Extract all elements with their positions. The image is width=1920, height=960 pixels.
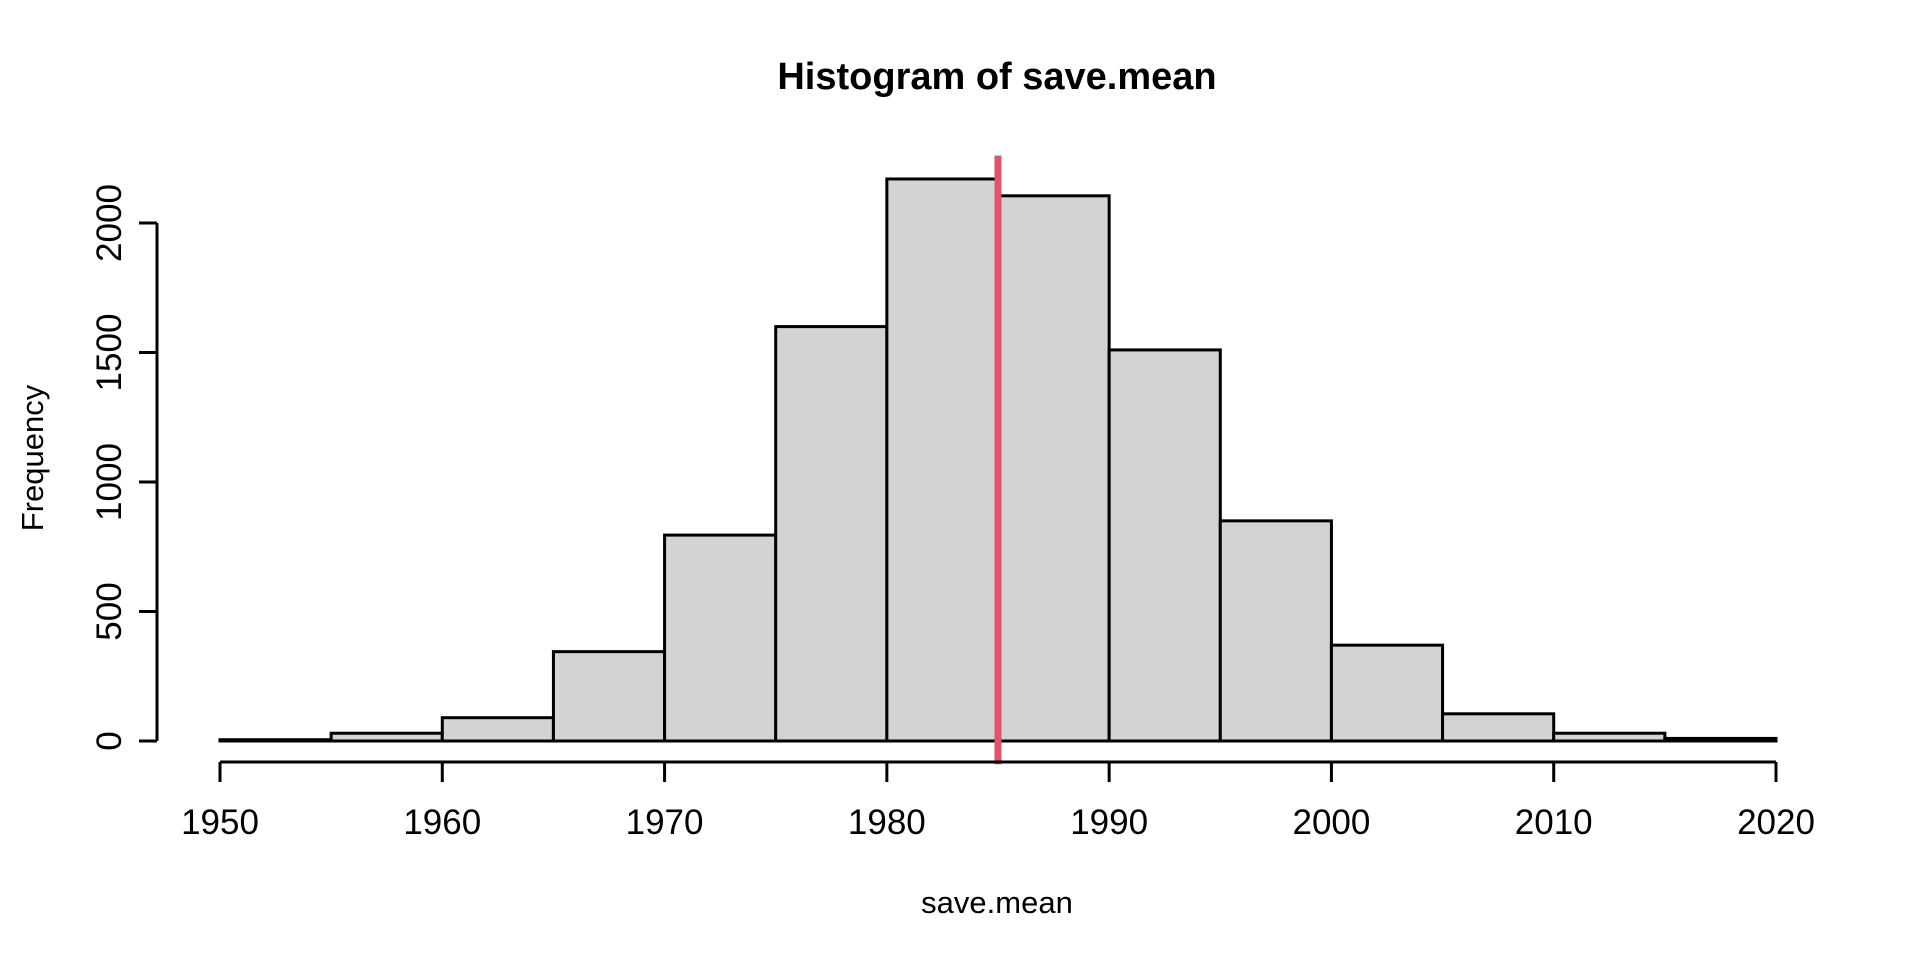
x-tick-label: 2020 — [1737, 803, 1815, 842]
y-tick-label: 1500 — [90, 314, 129, 392]
histogram-bar — [1218, 519, 1333, 743]
histogram-bar — [1552, 731, 1667, 743]
histogram-bar — [551, 650, 667, 743]
histogram-bar — [1329, 643, 1445, 743]
histogram-bar — [663, 533, 778, 743]
x-tick-label: 1960 — [403, 803, 481, 842]
x-tick-label: 1980 — [848, 803, 926, 842]
x-tick-label: 1990 — [1070, 803, 1148, 842]
x-tick-label: 2000 — [1292, 803, 1370, 842]
histogram-bar — [440, 716, 555, 743]
y-tick-label: 2000 — [90, 184, 129, 262]
histogram-bar — [774, 325, 889, 743]
x-tick-label: 1970 — [626, 803, 704, 842]
y-tick-label: 0 — [90, 731, 129, 750]
x-tick-label: 1950 — [181, 803, 259, 842]
y-axis-label: Frequency — [15, 384, 50, 532]
x-tick-label: 2010 — [1515, 803, 1593, 842]
x-axis-label: save.mean — [921, 885, 1073, 920]
histogram-bar — [996, 194, 1111, 743]
y-tick-label: 500 — [90, 582, 129, 640]
histogram-bar — [329, 731, 444, 743]
histogram-bar — [885, 177, 1000, 743]
y-tick-label: 1000 — [90, 443, 129, 521]
histogram-bar — [1663, 736, 1778, 743]
chart-title: Histogram of save.mean — [777, 56, 1217, 98]
histogram-bar — [218, 738, 333, 743]
histogram-bar — [1107, 348, 1222, 743]
histogram-bar — [1441, 712, 1556, 743]
